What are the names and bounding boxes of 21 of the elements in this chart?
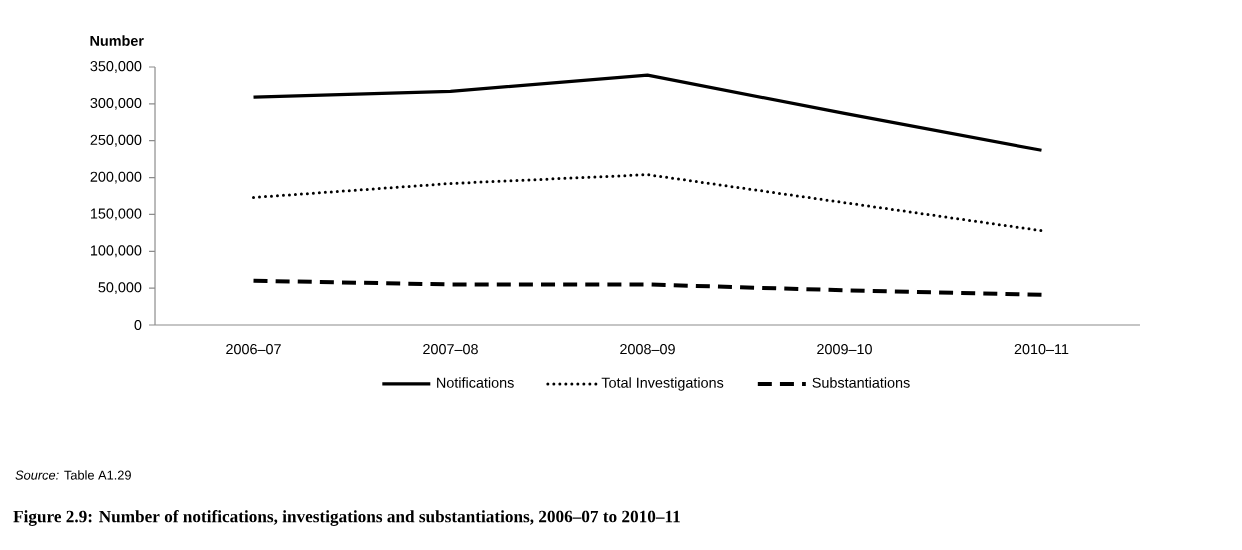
y-tick-label: 100,000 xyxy=(90,245,142,258)
y-tick-label: 150,000 xyxy=(90,208,142,221)
x-tick-label: 2009–10 xyxy=(817,344,872,355)
legend-label: Substantiations xyxy=(812,377,910,388)
line-series xyxy=(251,278,1044,297)
line-series xyxy=(251,73,1044,152)
text: Figure 2.9: Number of notifications, investigations and substantiations, 2006–07 to 2010–11 xyxy=(13,510,680,526)
x-tick-label: 2006–07 xyxy=(226,344,281,355)
y-tick-label: 200,000 xyxy=(90,171,142,184)
y-tick-label: 300,000 xyxy=(90,97,142,110)
x-tick-label: 2007–08 xyxy=(423,344,478,355)
y-axis-title: Number xyxy=(90,35,144,46)
y-tick-label: 250,000 xyxy=(90,134,142,147)
y-tick-label: 50,000 xyxy=(98,282,142,295)
legend-label: Total Investigations xyxy=(601,377,724,391)
y-tick-label: 0 xyxy=(134,319,142,331)
legend-label: Notifications xyxy=(437,377,514,388)
x-tick-label: 2008–09 xyxy=(620,344,675,355)
y-tick-label: 350,000 xyxy=(90,61,142,73)
text: Source: Table A1.29 xyxy=(15,470,131,480)
x-tick-label: 2010–11 xyxy=(1014,344,1069,355)
